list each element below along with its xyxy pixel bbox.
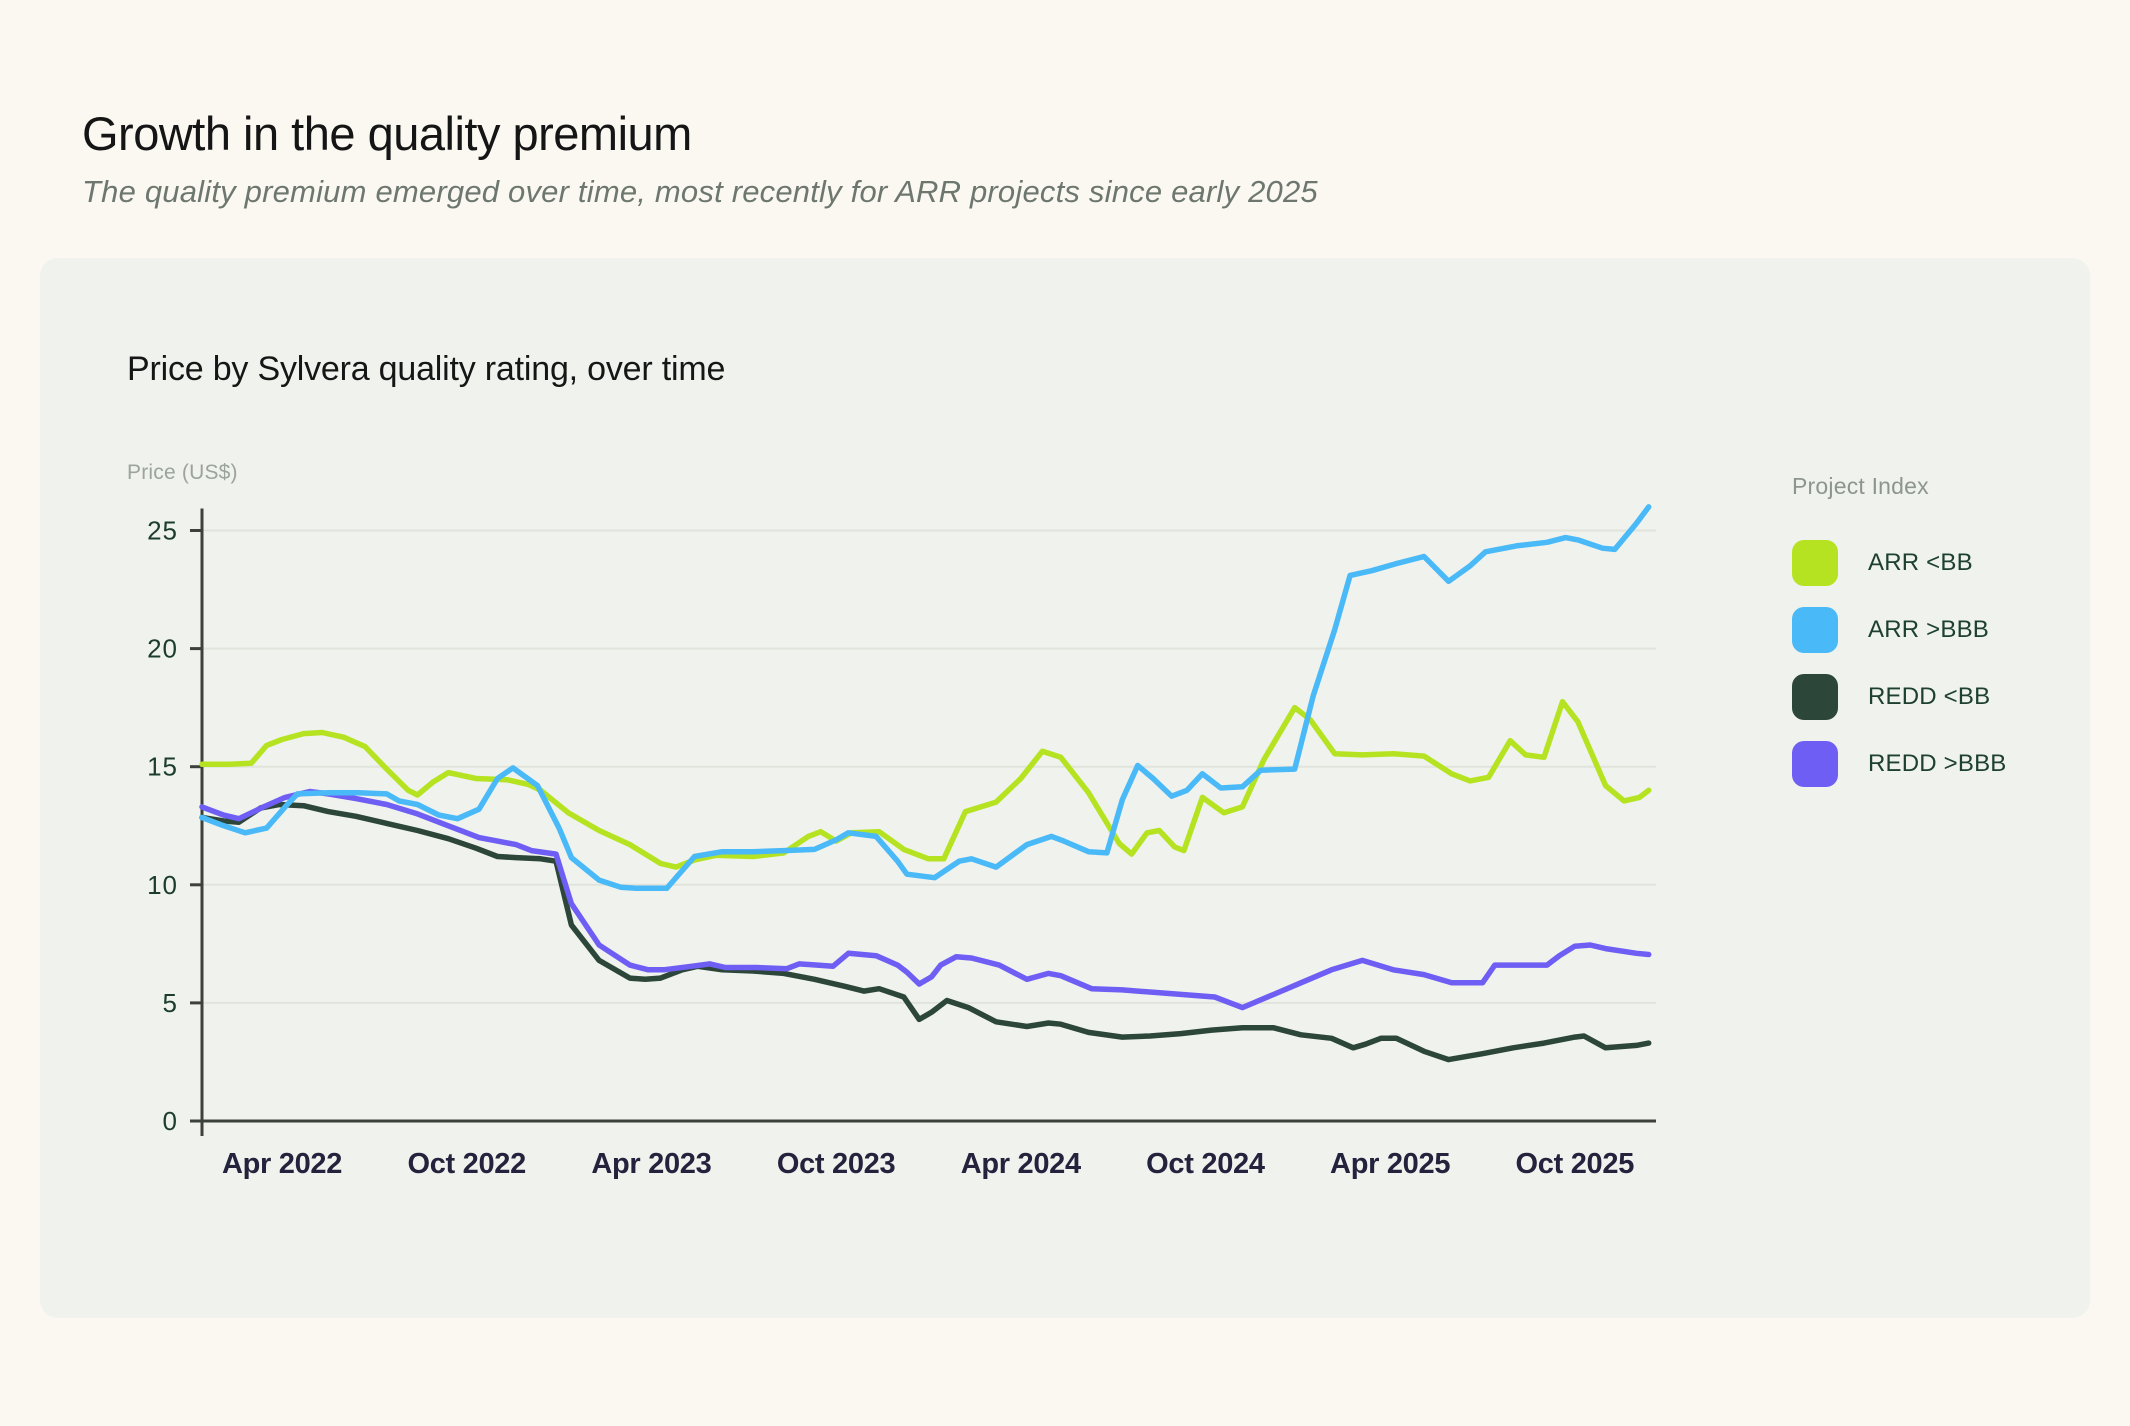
page-header: Growth in the quality premium The qualit… — [82, 108, 1982, 210]
page-title: Growth in the quality premium — [82, 107, 692, 160]
legend-label: REDD <BB — [1868, 683, 1991, 710]
y-tick-label-10: 10 — [147, 870, 178, 900]
legend-swatch-redd-lt-bb — [1792, 674, 1838, 720]
legend-item-arr-gt-bbb: ARR >BBB — [1792, 607, 2122, 653]
x-tick-label: Oct 2023 — [777, 1148, 896, 1180]
legend-item-arr-lt-bb: ARR <BB — [1792, 540, 2122, 586]
y-tick-label-15: 15 — [147, 752, 178, 782]
legend-label: REDD >BBB — [1868, 750, 2007, 777]
legend-swatch-arr-lt-bb — [1792, 540, 1838, 586]
y-tick-label-0: 0 — [163, 1106, 178, 1136]
x-tick-label: Oct 2022 — [407, 1148, 526, 1180]
legend-item-redd-lt-bb: REDD <BB — [1792, 674, 2122, 720]
x-tick-label: Apr 2024 — [961, 1148, 1081, 1180]
x-tick-label: Oct 2024 — [1146, 1148, 1265, 1180]
legend-swatch-arr-gt-bbb — [1792, 607, 1838, 653]
y-tick-label-5: 5 — [163, 988, 178, 1018]
chart-card: Price by Sylvera quality rating, over ti… — [40, 258, 2090, 1318]
x-tick-label: Oct 2025 — [1516, 1148, 1635, 1180]
legend-label: ARR >BBB — [1868, 616, 1989, 643]
legend-label: ARR <BB — [1868, 549, 1973, 576]
x-tick-label: Apr 2023 — [591, 1148, 711, 1180]
y-tick-label-20: 20 — [147, 634, 178, 664]
series-line-redd-bbb — [199, 788, 1652, 1011]
series-line-redd-bb — [199, 801, 1652, 1063]
y-axis-title: Price (US$) — [127, 461, 238, 484]
series-line-arr-bbb — [199, 504, 1652, 892]
y-tick-label-25: 25 — [147, 516, 178, 546]
legend-swatch-redd-gt-bbb — [1792, 741, 1838, 787]
legend-title: Project Index — [1792, 473, 1929, 499]
x-tick-label: Apr 2025 — [1330, 1148, 1450, 1180]
legend-item-redd-gt-bbb: REDD >BBB — [1792, 741, 2122, 787]
page-subtitle: The quality premium emerged over time, m… — [82, 173, 1318, 209]
x-tick-label: Apr 2022 — [222, 1148, 342, 1180]
chart-title: Price by Sylvera quality rating, over ti… — [127, 350, 726, 388]
legend: Project Index ARR <BB ARR >BBB REDD <BB … — [1792, 473, 2122, 808]
series-line-arr-bb — [199, 698, 1652, 870]
